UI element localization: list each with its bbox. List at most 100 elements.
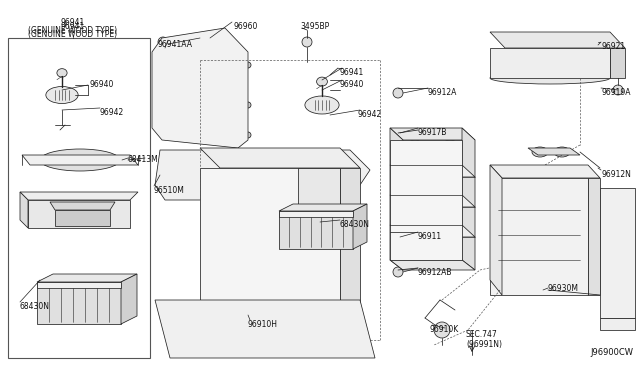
Polygon shape (390, 165, 475, 177)
Circle shape (393, 267, 403, 277)
Text: 96960: 96960 (234, 22, 259, 31)
Circle shape (160, 57, 166, 63)
Text: (96991N): (96991N) (466, 340, 502, 349)
Bar (8, 38, 150, 358)
Polygon shape (22, 155, 138, 165)
Polygon shape (279, 211, 353, 217)
Polygon shape (528, 148, 580, 155)
Text: 96940: 96940 (89, 80, 113, 89)
Ellipse shape (210, 314, 300, 346)
Polygon shape (490, 32, 625, 48)
Circle shape (245, 62, 251, 68)
Text: (GENUINE WOOD TYPE): (GENUINE WOOD TYPE) (28, 30, 118, 39)
Polygon shape (121, 274, 137, 324)
Ellipse shape (554, 147, 570, 157)
Ellipse shape (221, 164, 296, 202)
Bar (505, 192, 535, 214)
Text: 96941: 96941 (340, 68, 364, 77)
Ellipse shape (40, 149, 120, 171)
Text: 96912AB: 96912AB (418, 268, 452, 277)
Text: 96910K: 96910K (430, 325, 460, 334)
Polygon shape (37, 282, 121, 324)
Polygon shape (55, 210, 110, 226)
Polygon shape (600, 188, 635, 318)
Polygon shape (200, 148, 360, 168)
Text: 96941: 96941 (61, 22, 85, 31)
Circle shape (394, 131, 402, 139)
Polygon shape (37, 282, 121, 288)
Circle shape (245, 132, 251, 138)
Polygon shape (353, 204, 367, 249)
Text: 96912A: 96912A (428, 88, 458, 97)
Ellipse shape (228, 169, 288, 197)
Polygon shape (28, 200, 130, 228)
Text: 96942: 96942 (100, 108, 124, 117)
Polygon shape (390, 128, 403, 270)
Bar (170, 55, 230, 125)
Polygon shape (390, 260, 475, 270)
Ellipse shape (220, 319, 290, 341)
Circle shape (434, 322, 450, 338)
Polygon shape (390, 140, 462, 260)
Circle shape (613, 85, 623, 95)
Polygon shape (490, 165, 502, 295)
Circle shape (394, 233, 402, 241)
Ellipse shape (46, 87, 78, 103)
Polygon shape (279, 204, 367, 211)
Circle shape (159, 41, 177, 59)
Circle shape (496, 286, 504, 294)
Ellipse shape (606, 249, 628, 281)
Polygon shape (490, 48, 610, 78)
Text: SEC.747: SEC.747 (466, 330, 498, 339)
Text: 96917B: 96917B (418, 128, 447, 137)
Text: 96942: 96942 (358, 110, 382, 119)
Ellipse shape (532, 147, 548, 157)
Text: 68430N: 68430N (340, 220, 370, 229)
Text: 96910H: 96910H (248, 320, 278, 329)
Polygon shape (20, 192, 138, 200)
Polygon shape (490, 178, 588, 295)
Ellipse shape (317, 77, 328, 86)
Text: 96510M: 96510M (154, 186, 185, 195)
Text: 96930M: 96930M (548, 284, 579, 293)
Text: 96941: 96941 (61, 18, 85, 27)
Text: 96912N: 96912N (601, 170, 631, 179)
Polygon shape (588, 178, 600, 295)
Polygon shape (152, 28, 248, 148)
Circle shape (160, 127, 166, 133)
Text: 96941AA: 96941AA (158, 40, 193, 49)
Circle shape (160, 97, 166, 103)
Polygon shape (390, 128, 475, 140)
Ellipse shape (408, 131, 422, 141)
Polygon shape (155, 150, 370, 200)
Ellipse shape (305, 96, 339, 114)
Text: 68413M: 68413M (128, 155, 159, 164)
Polygon shape (37, 274, 137, 282)
Text: 68430N: 68430N (20, 302, 50, 311)
Bar (600, 318, 635, 330)
Text: 96911: 96911 (418, 232, 442, 241)
Polygon shape (298, 168, 340, 220)
Ellipse shape (57, 69, 67, 77)
Ellipse shape (490, 72, 610, 84)
Polygon shape (340, 168, 360, 310)
Polygon shape (390, 225, 475, 237)
Text: 96921: 96921 (601, 42, 625, 51)
Polygon shape (155, 300, 375, 358)
Polygon shape (50, 202, 115, 210)
Circle shape (158, 37, 168, 47)
Text: 96940: 96940 (340, 80, 364, 89)
Text: 96919A: 96919A (601, 88, 630, 97)
Text: 3495BP: 3495BP (300, 22, 329, 31)
Polygon shape (20, 192, 28, 228)
Text: J96900CW: J96900CW (590, 348, 633, 357)
Circle shape (393, 88, 403, 98)
Polygon shape (390, 195, 475, 207)
Polygon shape (490, 165, 600, 178)
Bar (498, 185, 580, 285)
Circle shape (245, 102, 251, 108)
Text: (GENUINE WOOD TYPE): (GENUINE WOOD TYPE) (28, 26, 118, 35)
Ellipse shape (443, 131, 457, 141)
Polygon shape (200, 168, 340, 310)
Polygon shape (462, 128, 475, 270)
